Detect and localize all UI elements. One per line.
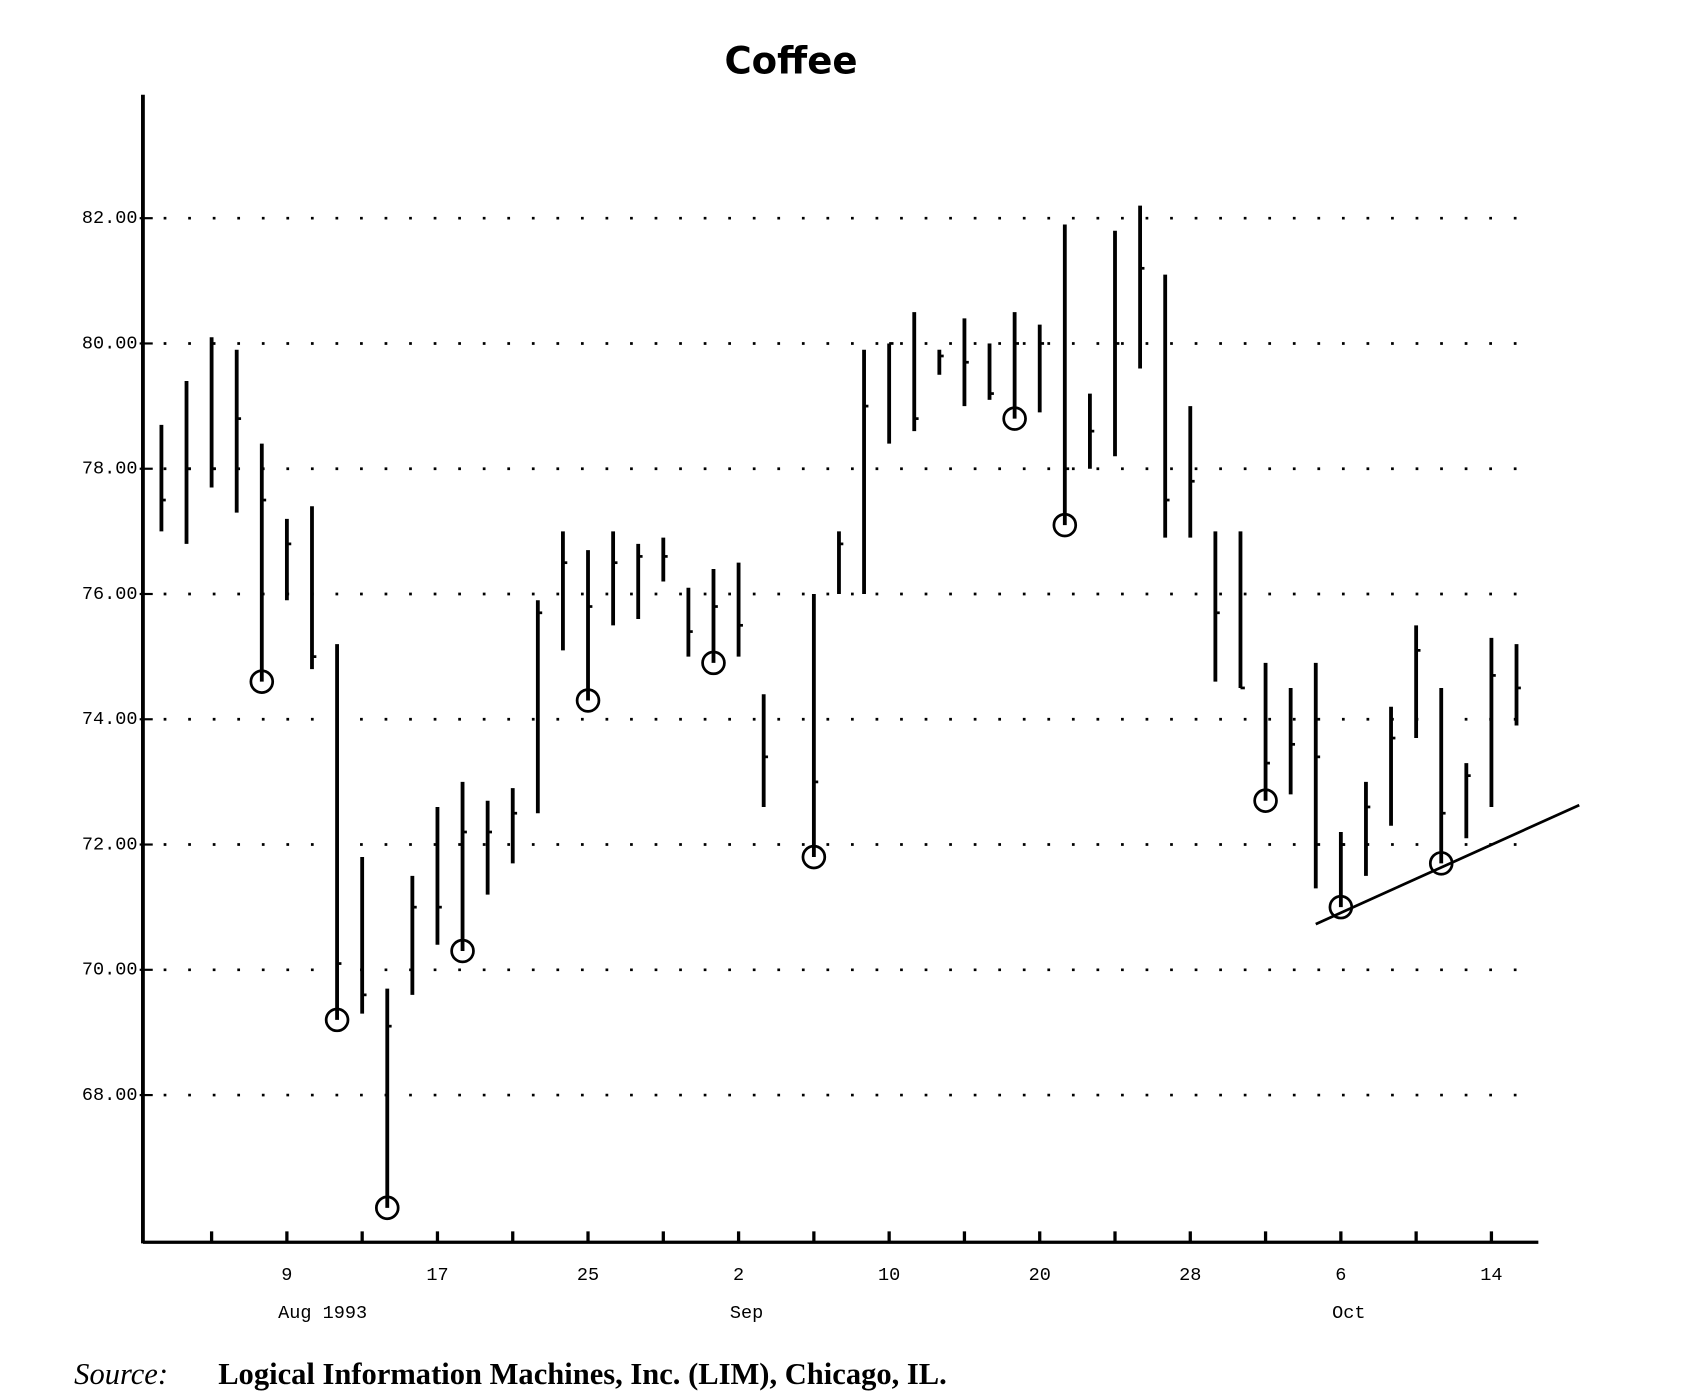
source-note: Source: Logical Information Machines, In… [74, 1357, 947, 1391]
low-marker [374, 1195, 400, 1221]
y-tick-label: 78.00 [82, 459, 138, 480]
y-tick-label: 82.00 [82, 208, 138, 229]
low-marker [324, 1007, 350, 1033]
x-group-label: Sep [730, 1303, 763, 1324]
x-group-label: Aug 1993 [278, 1303, 367, 1324]
y-tick-label: 70.00 [82, 960, 138, 981]
x-tick-label: 14 [1480, 1265, 1502, 1286]
low-marker [1052, 512, 1078, 538]
y-tick-label: 74.00 [82, 709, 138, 730]
low-marker [1002, 406, 1027, 431]
x-tick-label: 28 [1179, 1265, 1201, 1286]
source-label: Source: [74, 1357, 168, 1391]
x-tick-label: 10 [878, 1265, 900, 1286]
low-marker [701, 650, 726, 676]
x-group-label: Oct [1332, 1303, 1365, 1324]
x-tick-label: 17 [426, 1265, 448, 1286]
y-tick-label: 80.00 [82, 333, 138, 354]
chart-title: Coffee [724, 40, 857, 83]
x-tick-label: 20 [1029, 1265, 1051, 1286]
source-text: Logical Information Machines, Inc. (LIM)… [218, 1357, 947, 1391]
x-tick-label: 25 [577, 1265, 599, 1286]
x-tick-label: 2 [733, 1265, 744, 1286]
trend-line [1315, 803, 1580, 926]
y-tick-label: 68.00 [82, 1085, 138, 1106]
x-tick-label: 6 [1335, 1265, 1346, 1286]
low-marker [801, 844, 827, 870]
low-marker [575, 688, 601, 713]
low-marker [1253, 788, 1278, 813]
low-marker [249, 669, 275, 694]
x-tick-label: 9 [281, 1265, 292, 1286]
y-tick-label: 72.00 [82, 834, 138, 855]
y-tick-label: 76.00 [82, 584, 138, 605]
low-marker [450, 938, 475, 964]
